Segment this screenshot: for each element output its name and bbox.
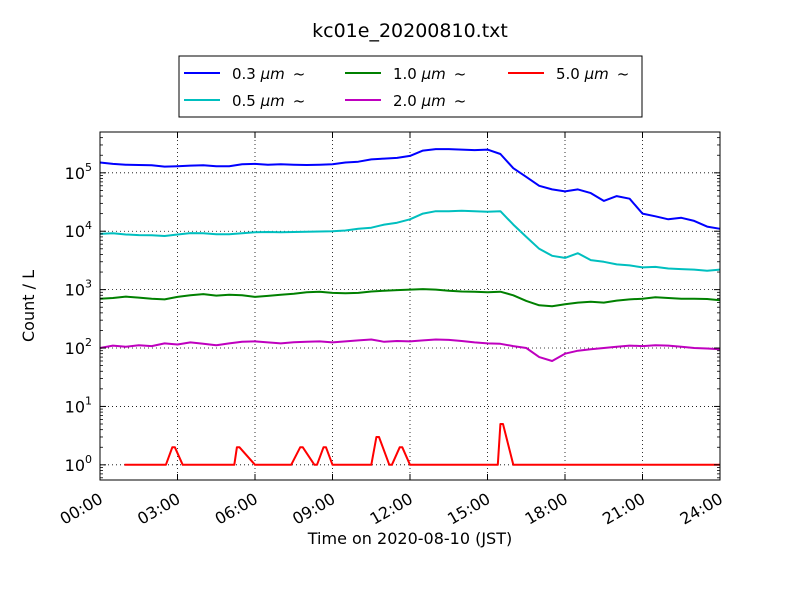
- y-tick-labels: 100 101 102 103 104 105: [65, 161, 92, 475]
- legend-label: 1.0 μm ~: [393, 65, 466, 83]
- legend-label: 0.3 μm ~: [232, 65, 305, 83]
- legend-label: 5.0 μm ~: [556, 65, 629, 83]
- series-line-3: [99, 338, 721, 362]
- x-axis-label: Time on 2020-08-10 (JST): [307, 529, 512, 548]
- series-line-2: [99, 288, 721, 308]
- ticks: [99, 131, 721, 480]
- y-tick-label: 103: [65, 278, 92, 300]
- y-tick-label: 101: [65, 394, 92, 416]
- y-axis-label: Count / L: [19, 270, 38, 342]
- legend-entries: 0.3 μm ~ 0.5 μm ~ 1.0 μm ~ 2.0 μm ~ 5.0 μm ~: [184, 65, 629, 110]
- chart-title: kc01e_20200810.txt: [312, 20, 508, 42]
- y-tick-label: 105: [65, 161, 92, 183]
- y-tick-label: 102: [65, 336, 92, 358]
- series-line-0: [99, 148, 721, 230]
- y-tick-label: 104: [65, 219, 92, 241]
- series-line-1: [99, 209, 721, 272]
- series-lines: [99, 148, 721, 466]
- legend-label: 2.0 μm ~: [393, 92, 466, 110]
- legend-label: 0.5 μm ~: [232, 92, 305, 110]
- y-tick-label: 100: [65, 453, 92, 475]
- series-line-4: [124, 423, 720, 466]
- legend: 0.3 μm ~ 0.5 μm ~ 1.0 μm ~ 2.0 μm ~ 5.0 μm ~: [178, 55, 643, 118]
- legend-box: [178, 55, 643, 118]
